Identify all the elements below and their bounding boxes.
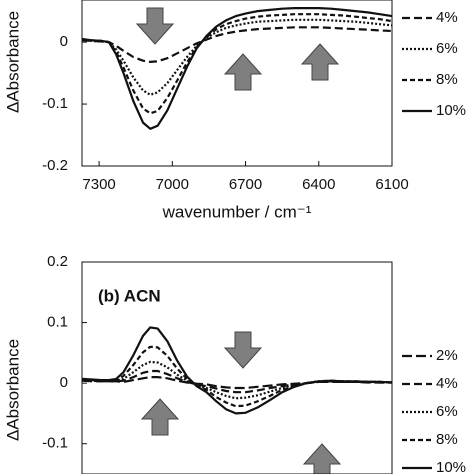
x-tick-label: 7000 — [156, 176, 189, 193]
x-tick-label: 6100 — [375, 176, 408, 193]
x-tick-label: 7300 — [82, 176, 115, 193]
y-tick-label: 0.2 — [47, 253, 68, 270]
arrow-up — [302, 443, 342, 474]
x-tick-label: 6700 — [229, 176, 262, 193]
y-tick-label: -0.1 — [42, 95, 68, 112]
arrow-up — [223, 53, 263, 91]
legend-label: 8% — [436, 431, 458, 448]
legend-label: 6% — [436, 403, 458, 420]
plot-frame — [81, 0, 393, 167]
arrow-down — [135, 7, 175, 45]
plot-frame — [81, 261, 393, 474]
arrow-down — [223, 331, 263, 369]
legend-label: 8% — [436, 71, 458, 88]
y-axis-label: ΔAbsorbance — [3, 339, 22, 441]
y-tick-label: 0 — [60, 374, 68, 391]
legend-label: 10% — [436, 459, 466, 474]
y-tick-label: 0.1 — [47, 314, 68, 331]
x-tick-label: 6400 — [302, 176, 335, 193]
legend-label: 4% — [436, 9, 458, 26]
x-axis-label: wavenumber / cm⁻¹ — [162, 202, 312, 221]
series-line — [82, 376, 392, 390]
arrow-up — [140, 398, 180, 436]
series-line — [82, 7, 392, 130]
series-line — [82, 326, 392, 415]
legend-label: 2% — [436, 347, 458, 364]
series-line — [82, 26, 392, 63]
legend-label: 4% — [436, 375, 458, 392]
panel-title: (b) ACN — [98, 286, 161, 305]
arrow-up — [300, 43, 340, 81]
y-tick-label: 0 — [60, 33, 68, 50]
legend-label: 6% — [436, 40, 458, 57]
legend-label: 10% — [436, 102, 466, 119]
y-tick-label: -0.2 — [42, 157, 68, 174]
y-axis-label: ΔAbsorbance — [3, 11, 22, 113]
series-line — [82, 13, 392, 115]
y-tick-label: -0.1 — [42, 435, 68, 452]
